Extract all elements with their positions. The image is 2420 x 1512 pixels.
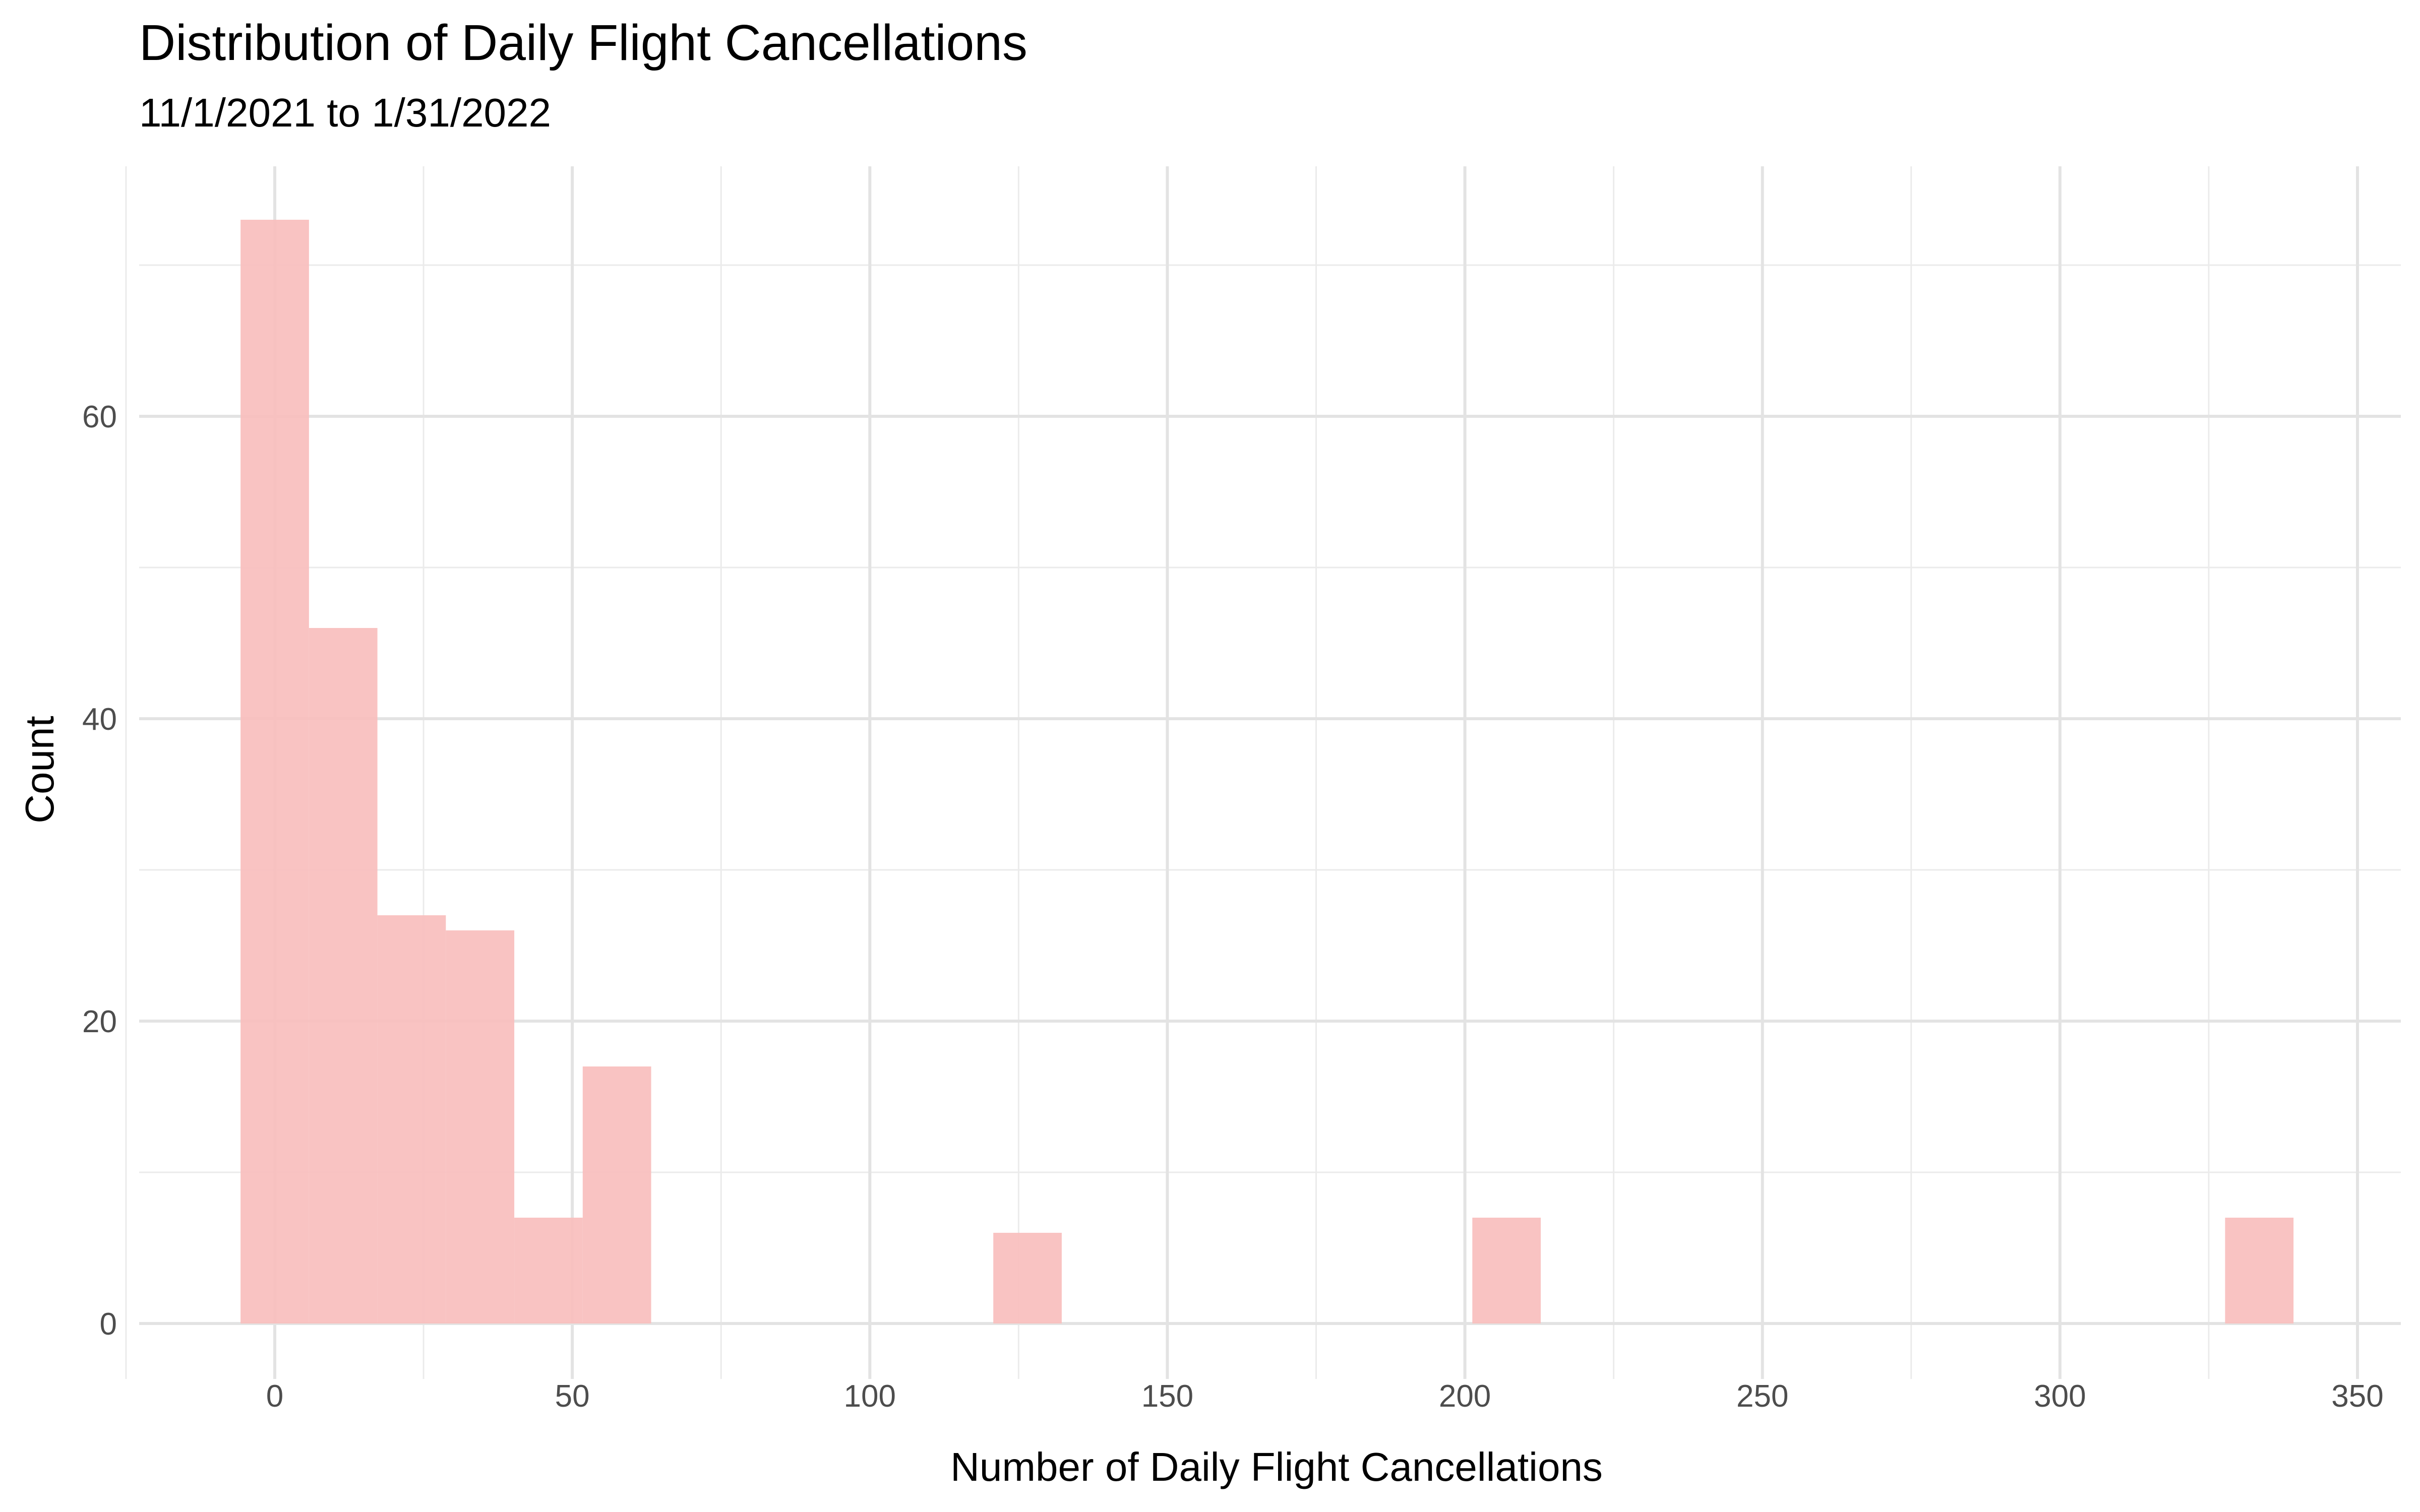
histogram-bar [514,1218,583,1324]
chart-subtitle: 11/1/2021 to 1/31/2022 [139,90,552,135]
histogram-bar [993,1233,1062,1324]
histogram-bar [446,930,515,1324]
grid-minor [125,166,2401,1379]
y-axis-title: Count [17,716,62,823]
x-tick-label: 0 [266,1379,283,1414]
y-tick-label: 0 [100,1307,117,1342]
y-axis-ticks: 0 20 40 60 [82,400,117,1342]
y-tick-label: 20 [82,1004,117,1039]
histogram-bar [2225,1218,2294,1324]
chart-title: Distribution of Daily Flight Cancellatio… [139,15,1027,71]
y-tick-label: 40 [82,702,117,737]
x-axis-title: Number of Daily Flight Cancellations [950,1444,1603,1489]
x-tick-label: 150 [1141,1379,1193,1414]
histogram-bar [377,915,446,1324]
histogram-bar [309,628,378,1324]
x-tick-label: 250 [1736,1379,1788,1414]
histogram-bars [240,220,2294,1324]
x-tick-label: 50 [555,1379,590,1414]
x-tick-label: 300 [2034,1379,2086,1414]
histogram-bar [240,220,309,1324]
x-tick-label: 350 [2331,1379,2383,1414]
histogram-bar [1472,1218,1541,1324]
x-tick-label: 200 [1439,1379,1491,1414]
histogram-bar [582,1066,651,1324]
x-axis-ticks: 0 50 100 150 200 250 300 350 [266,1379,2384,1414]
x-tick-label: 100 [844,1379,896,1414]
y-tick-label: 60 [82,400,117,434]
